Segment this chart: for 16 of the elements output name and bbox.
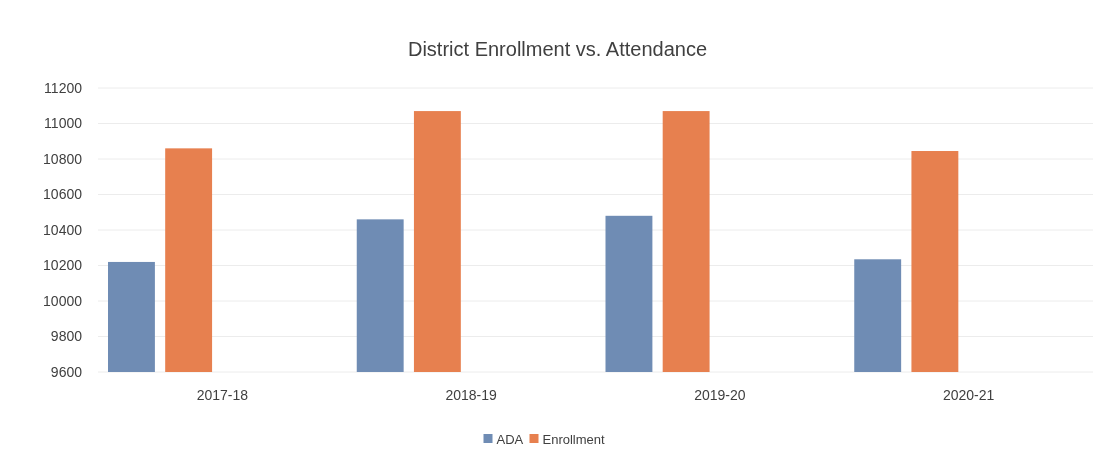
y-tick-label: 9800: [50, 328, 83, 345]
y-tick-label: 11200: [44, 79, 83, 96]
x-tick-label: 2017-18: [196, 387, 249, 403]
y-tick-label: 9600: [50, 363, 83, 380]
y-tick-label: 10800: [43, 150, 83, 167]
y-tick-label: 10600: [43, 186, 83, 203]
x-tick-label: 2018-19: [445, 387, 498, 403]
y-tick-label: 10000: [43, 292, 83, 309]
legend-label: Enrollment: [542, 431, 606, 447]
y-tick-label: 10200: [43, 257, 83, 274]
x-tick-label: 2020-21: [942, 387, 995, 403]
y-tick-label: 10400: [43, 221, 83, 238]
y-tick-label: 11000: [44, 115, 83, 132]
x-tick-label: 2019-20: [694, 387, 746, 403]
chart-title: District Enrollment vs. Attendance: [407, 38, 708, 60]
legend-label: ADA: [496, 431, 524, 447]
